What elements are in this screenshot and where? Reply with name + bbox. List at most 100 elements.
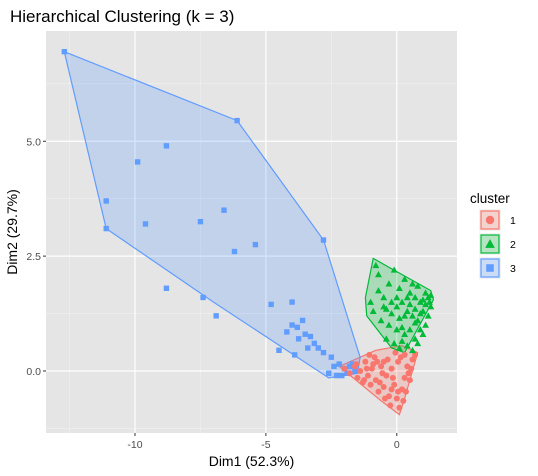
legend-marker-2 bbox=[485, 239, 495, 248]
legend-label-1: 1 bbox=[510, 215, 516, 227]
point-cluster-3 bbox=[61, 48, 68, 55]
point-cluster-2 bbox=[398, 323, 406, 331]
point-cluster-3 bbox=[142, 221, 149, 227]
x-tick-label: -10 bbox=[127, 439, 142, 451]
point-cluster-2 bbox=[385, 280, 393, 287]
point-cluster-1 bbox=[346, 370, 353, 377]
point-cluster-3 bbox=[328, 354, 335, 360]
point-cluster-1 bbox=[364, 372, 371, 379]
point-cluster-3 bbox=[294, 324, 301, 331]
point-cluster-1 bbox=[401, 351, 408, 358]
point-cluster-1 bbox=[395, 358, 402, 365]
point-cluster-2 bbox=[372, 261, 380, 269]
point-cluster-3 bbox=[163, 285, 170, 291]
point-cluster-2 bbox=[390, 339, 398, 347]
point-cluster-1 bbox=[388, 386, 395, 393]
point-cluster-3 bbox=[305, 345, 311, 351]
point-cluster-3 bbox=[346, 363, 353, 370]
point-cluster-1 bbox=[408, 365, 415, 372]
point-cluster-3 bbox=[234, 117, 240, 124]
point-cluster-2 bbox=[390, 266, 398, 273]
point-cluster-1 bbox=[402, 388, 409, 395]
point-cluster-1 bbox=[375, 388, 382, 395]
point-cluster-1 bbox=[406, 377, 413, 384]
point-cluster-2 bbox=[411, 335, 419, 342]
plot-panel bbox=[46, 31, 457, 433]
point-cluster-1 bbox=[380, 358, 387, 365]
point-cluster-1 bbox=[396, 404, 403, 411]
point-cluster-3 bbox=[268, 301, 274, 308]
point-cluster-2 bbox=[419, 330, 427, 337]
point-cluster-1 bbox=[412, 351, 419, 358]
point-cluster-1 bbox=[354, 374, 361, 381]
point-cluster-2 bbox=[382, 335, 390, 342]
legend-label-3: 3 bbox=[510, 263, 516, 275]
point-cluster-2 bbox=[403, 294, 411, 301]
point-cluster-2 bbox=[385, 321, 393, 328]
point-cluster-2 bbox=[388, 310, 396, 317]
point-cluster-2 bbox=[406, 300, 414, 308]
point-cluster-3 bbox=[103, 198, 109, 204]
point-cluster-2 bbox=[419, 296, 427, 303]
point-cluster-2 bbox=[401, 275, 409, 282]
point-cluster-2 bbox=[414, 282, 422, 289]
point-cluster-2 bbox=[367, 298, 375, 305]
point-cluster-3 bbox=[299, 317, 306, 324]
point-cluster-3 bbox=[163, 143, 170, 149]
point-cluster-1 bbox=[341, 365, 348, 372]
point-cluster-2 bbox=[401, 312, 409, 319]
point-cluster-2 bbox=[388, 298, 396, 305]
point-cluster-2 bbox=[422, 289, 430, 296]
point-cluster-1 bbox=[363, 365, 370, 372]
point-cluster-2 bbox=[427, 291, 435, 298]
point-cluster-1 bbox=[366, 351, 373, 358]
point-cluster-1 bbox=[378, 363, 385, 370]
point-cluster-3 bbox=[326, 370, 332, 376]
point-cluster-1 bbox=[391, 381, 398, 388]
x-axis-title: Dim1 (52.3%) bbox=[209, 453, 295, 469]
point-cluster-2 bbox=[409, 280, 416, 287]
point-cluster-1 bbox=[379, 370, 386, 377]
point-cluster-1 bbox=[401, 374, 408, 381]
point-cluster-3 bbox=[336, 361, 342, 367]
point-cluster-2 bbox=[382, 305, 390, 312]
point-cluster-3 bbox=[289, 322, 295, 328]
point-cluster-1 bbox=[367, 381, 374, 388]
point-cluster-2 bbox=[393, 303, 401, 310]
legend-title: cluster bbox=[470, 191, 510, 206]
point-cluster-2 bbox=[395, 284, 403, 292]
y-tick-label: 2.5 bbox=[26, 251, 41, 263]
point-cluster-2 bbox=[398, 298, 406, 305]
point-cluster-1 bbox=[376, 379, 383, 386]
point-cluster-2 bbox=[406, 289, 414, 296]
point-cluster-3 bbox=[252, 241, 259, 248]
point-cluster-1 bbox=[388, 365, 395, 372]
point-cluster-2 bbox=[411, 294, 419, 301]
point-cluster-2 bbox=[403, 342, 411, 349]
point-cluster-3 bbox=[289, 299, 295, 305]
chart-title: Hierarchical Clustering (k = 3) bbox=[10, 7, 234, 26]
point-cluster-3 bbox=[295, 336, 302, 342]
axis-ticks: -10 -5 0 0.0 2.5 5.0 bbox=[26, 136, 399, 451]
point-cluster-2 bbox=[409, 346, 416, 354]
point-cluster-3 bbox=[197, 218, 204, 225]
point-cluster-2 bbox=[416, 310, 424, 317]
y-tick-label: 5.0 bbox=[26, 136, 41, 148]
legend-marker-3 bbox=[486, 264, 494, 272]
point-cluster-3 bbox=[213, 313, 219, 319]
point-cluster-2 bbox=[401, 330, 409, 337]
point-cluster-3 bbox=[320, 237, 327, 243]
point-cluster-2 bbox=[403, 307, 411, 315]
point-cluster-1 bbox=[368, 365, 375, 372]
y-tick-label: 0.0 bbox=[26, 366, 41, 378]
point-cluster-2 bbox=[377, 316, 385, 324]
point-cluster-2 bbox=[393, 294, 401, 301]
point-cluster-1 bbox=[409, 356, 416, 363]
point-cluster-3 bbox=[339, 372, 345, 379]
point-cluster-2 bbox=[375, 271, 382, 278]
point-cluster-3 bbox=[311, 340, 318, 347]
point-cluster-3 bbox=[307, 333, 314, 340]
point-cluster-3 bbox=[221, 207, 227, 213]
legend-marker-1 bbox=[485, 215, 495, 225]
point-cluster-2 bbox=[406, 326, 414, 333]
